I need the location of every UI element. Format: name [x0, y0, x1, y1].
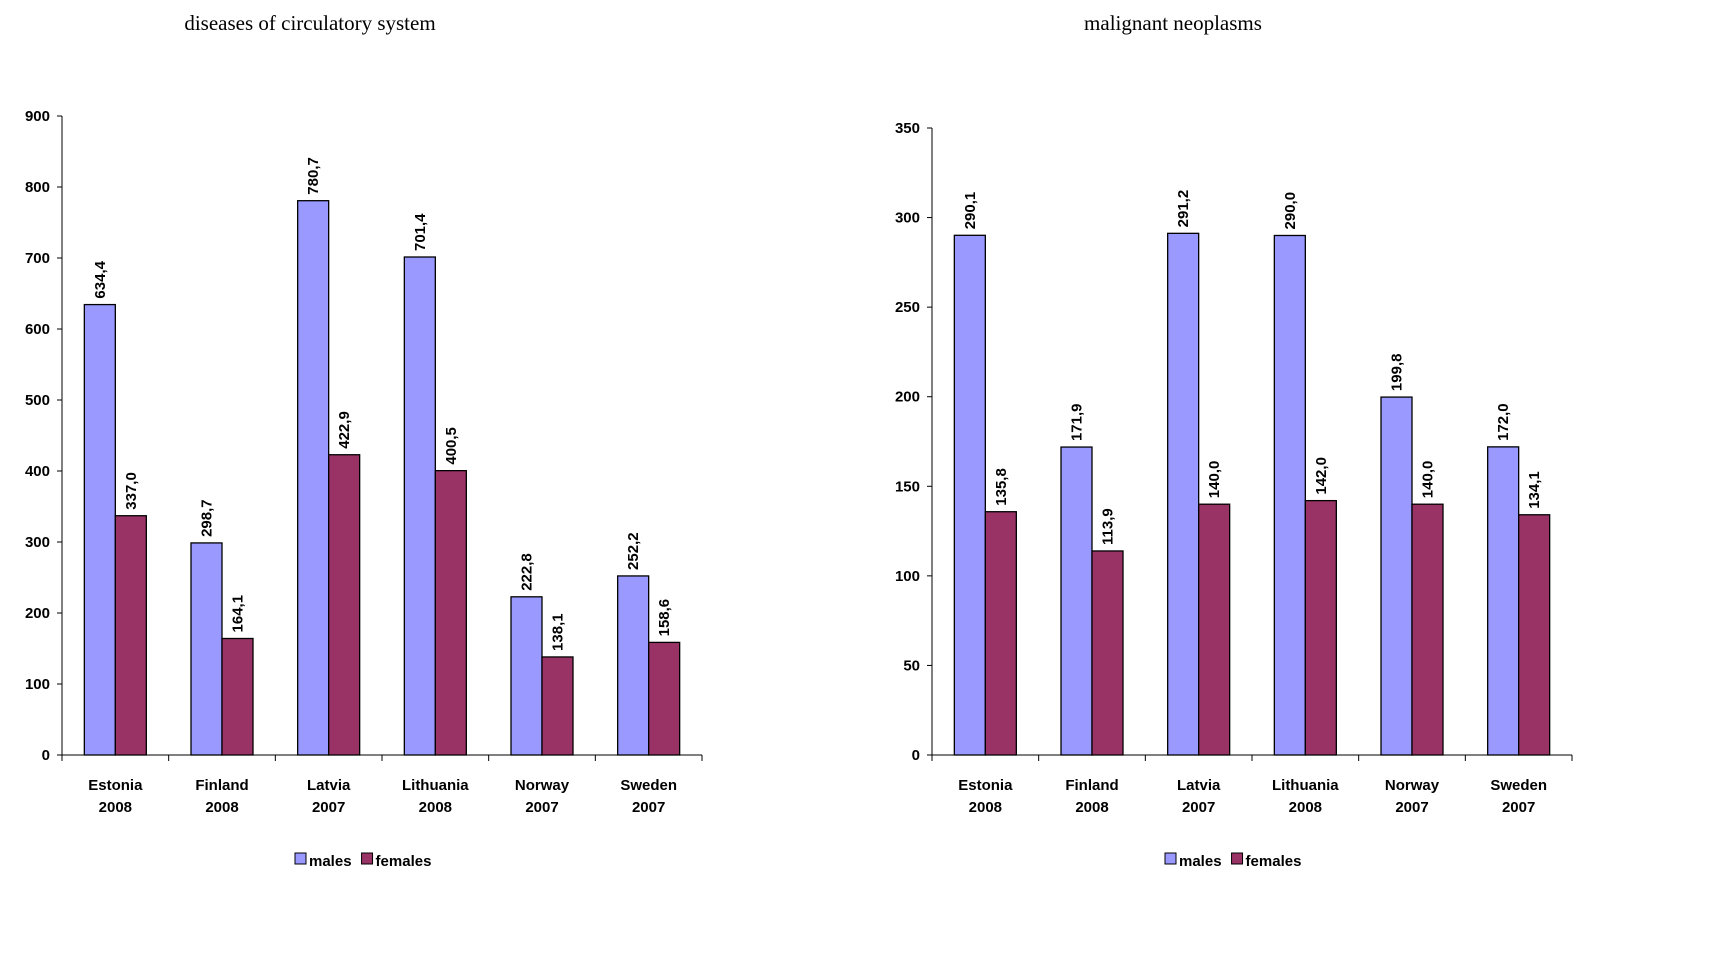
x-tick-label: Estonia 2008	[88, 777, 143, 816]
legend-swatch	[361, 852, 374, 865]
y-tick-label: 800	[25, 179, 50, 196]
bar	[1198, 503, 1231, 756]
value-label: 134,1	[1526, 471, 1543, 509]
bar	[1273, 234, 1306, 756]
value-label: 422,9	[336, 411, 353, 449]
value-label: 140,0	[1420, 461, 1437, 499]
value-label: 298,7	[199, 499, 216, 537]
bar	[1091, 550, 1124, 756]
x-tick-label: Lithuania 2008	[1272, 777, 1339, 816]
bar	[1060, 446, 1093, 756]
value-label: 291,2	[1175, 190, 1192, 228]
value-label: 252,2	[625, 532, 642, 570]
bar	[1167, 232, 1200, 756]
value-label: 222,8	[519, 553, 536, 591]
x-tick-label: Norway 2007	[515, 777, 570, 816]
legend-swatch	[294, 852, 307, 865]
bar	[328, 454, 361, 756]
y-tick-label: 300	[25, 534, 50, 551]
bar	[1304, 499, 1337, 756]
y-tick-label: 500	[25, 392, 50, 409]
value-label: 290,0	[1282, 192, 1299, 230]
y-tick-label: 300	[895, 210, 920, 227]
y-tick-label: 100	[895, 568, 920, 585]
value-label: 135,8	[993, 468, 1010, 506]
value-label: 199,8	[1389, 354, 1406, 392]
value-label: 337,0	[123, 472, 140, 510]
bar	[541, 656, 574, 756]
y-tick-label: 0	[42, 747, 50, 764]
value-label: 400,5	[443, 427, 460, 465]
bar	[1518, 514, 1551, 756]
bar	[221, 637, 254, 756]
value-label: 158,6	[656, 599, 673, 637]
value-label: 701,4	[412, 213, 429, 251]
x-tick-label: Latvia 2007	[307, 777, 351, 816]
legend-label: females	[376, 853, 432, 870]
bar	[114, 515, 147, 756]
legend-swatch	[1231, 852, 1244, 865]
y-tick-label: 50	[903, 657, 920, 674]
y-tick-label: 900	[25, 108, 50, 125]
value-label: 142,0	[1313, 457, 1330, 495]
legend-label: males	[309, 853, 352, 870]
chart-title: diseases of circulatory system	[184, 11, 435, 35]
y-tick-label: 400	[25, 463, 50, 480]
x-tick-label: Estonia 2008	[958, 777, 1013, 816]
x-tick-label: Finland 2008	[1065, 777, 1118, 816]
value-label: 113,9	[1100, 508, 1117, 545]
value-label: 634,4	[92, 260, 109, 298]
bar	[297, 200, 330, 756]
y-tick-label: 350	[895, 120, 920, 137]
x-tick-label: Norway 2007	[1385, 777, 1440, 816]
value-label: 172,0	[1495, 403, 1512, 441]
value-label: 164,1	[230, 595, 247, 633]
bar	[434, 469, 467, 756]
x-tick-label: Lithuania 2008	[402, 777, 469, 816]
y-tick-label: 150	[895, 478, 920, 495]
y-tick-label: 200	[895, 389, 920, 406]
value-label: 171,9	[1069, 404, 1086, 442]
value-label: 290,1	[962, 192, 979, 230]
bar	[1380, 396, 1413, 756]
y-tick-label: 250	[895, 299, 920, 316]
legend-label: females	[1246, 853, 1302, 870]
chart-title: malignant neoplasms	[1084, 11, 1262, 35]
x-tick-label: Sweden 2007	[1490, 777, 1547, 816]
bar	[1487, 446, 1520, 756]
bar	[953, 234, 986, 756]
value-label: 140,0	[1206, 461, 1223, 499]
x-tick-label: Finland 2008	[195, 777, 248, 816]
bar	[1411, 503, 1444, 756]
y-tick-label: 200	[25, 605, 50, 622]
bar	[190, 542, 223, 756]
value-label: 780,7	[305, 157, 322, 195]
bar	[984, 511, 1017, 756]
bar	[648, 641, 681, 756]
y-tick-label: 0	[912, 747, 920, 764]
x-tick-label: Sweden 2007	[620, 777, 677, 816]
x-tick-label: Latvia 2007	[1177, 777, 1221, 816]
value-label: 138,1	[550, 613, 567, 651]
bar	[83, 303, 116, 756]
bar	[510, 596, 543, 756]
y-tick-label: 100	[25, 676, 50, 693]
bar	[617, 575, 650, 756]
y-tick-label: 700	[25, 250, 50, 267]
y-tick-label: 600	[25, 321, 50, 338]
legend-label: males	[1179, 853, 1222, 870]
bar	[403, 256, 436, 756]
legend-swatch	[1164, 852, 1177, 865]
